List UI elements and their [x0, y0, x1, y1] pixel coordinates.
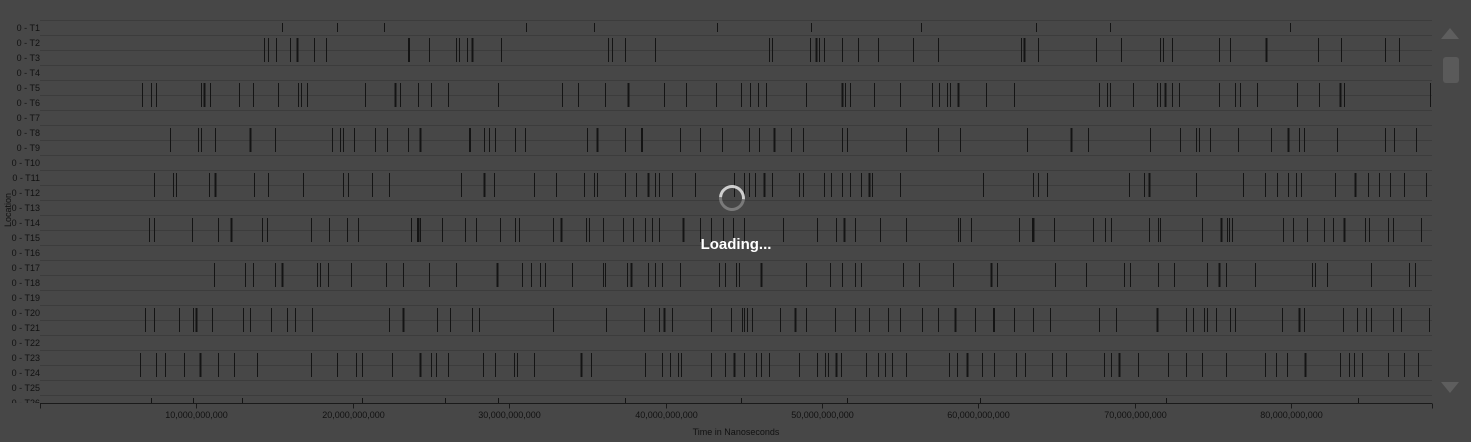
- events-layer: [140, 23, 1431, 403]
- row-label: 0 - T11: [12, 173, 40, 183]
- scroll-up-arrow-icon[interactable]: [1441, 28, 1459, 39]
- scroll-down-arrow-icon[interactable]: [1441, 382, 1459, 393]
- row-label: 0 - T20: [12, 308, 40, 318]
- x-tick-label: 30,000,000,000: [478, 410, 541, 420]
- row-label: 0 - T5: [17, 83, 40, 93]
- x-tick-label: 70,000,000,000: [1104, 410, 1167, 420]
- x-tick-label: 10,000,000,000: [165, 410, 228, 420]
- row-label: 0 - T16: [12, 248, 40, 258]
- y-axis-title: Location: [3, 193, 13, 227]
- scrollbar-thumb[interactable]: [1443, 57, 1459, 83]
- row-label: 0 - T26: [12, 398, 40, 408]
- x-tick-label: 80,000,000,000: [1260, 410, 1323, 420]
- x-tick-label: 40,000,000,000: [635, 410, 698, 420]
- x-axis: 10,000,000,000 20,000,000,000 30,000,000,0…: [40, 403, 1433, 420]
- row-labels: 0 - T1 0 - T2 0 - T3 0 - T4 0 - T5 0 - T6 0 - …: [12, 23, 40, 408]
- x-tick-label: 50,000,000,000: [791, 410, 854, 420]
- row-label: 0 - T21: [12, 323, 40, 333]
- row-label: 0 - T9: [17, 143, 40, 153]
- row-label: 0 - T15: [12, 233, 40, 243]
- x-tick-label: 20,000,000,000: [322, 410, 385, 420]
- row-label: 0 - T13: [12, 203, 40, 213]
- row-label: 0 - T6: [17, 98, 40, 108]
- row-label: 0 - T23: [12, 353, 40, 363]
- row-label: 0 - T7: [17, 113, 40, 123]
- row-label: 0 - T4: [17, 68, 40, 78]
- row-label: 0 - T24: [12, 368, 40, 378]
- x-tick-label: 60,000,000,000: [947, 410, 1010, 420]
- row-label: 0 - T17: [12, 263, 40, 273]
- row-label: 0 - T3: [17, 53, 40, 63]
- row-label: 0 - T14: [12, 218, 40, 228]
- row-label: 0 - T2: [17, 38, 40, 48]
- row-label: 0 - T18: [12, 278, 40, 288]
- loading-message: Loading...: [700, 236, 772, 253]
- row-label: 0 - T8: [17, 128, 40, 138]
- row-label: 0 - T12: [12, 188, 40, 198]
- x-axis-title: Time in Nanoseconds: [693, 427, 780, 437]
- vertical-scrollbar[interactable]: [1432, 24, 1468, 399]
- row-label: 0 - T10: [12, 158, 40, 168]
- row-label: 0 - T25: [12, 383, 40, 393]
- row-label: 0 - T22: [12, 338, 40, 348]
- row-label: 0 - T19: [12, 293, 40, 303]
- row-label: 0 - T1: [17, 23, 40, 33]
